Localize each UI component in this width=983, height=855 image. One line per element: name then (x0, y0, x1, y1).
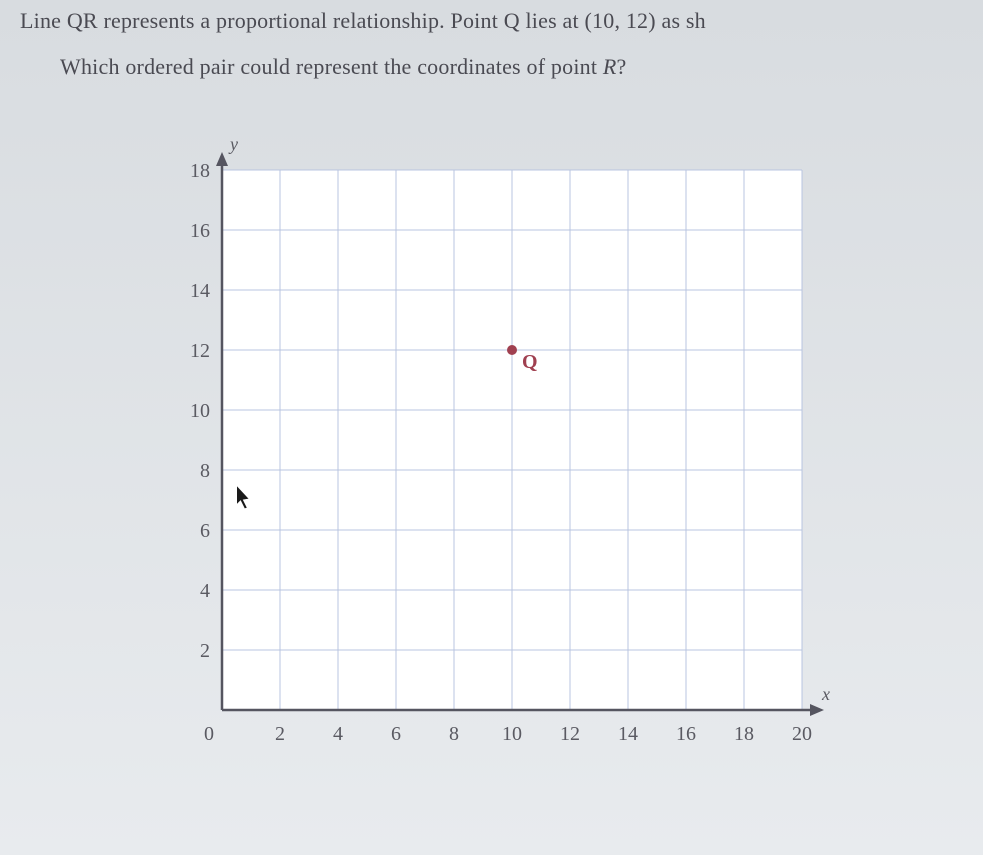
y-tick-label: 2 (200, 640, 210, 662)
question-line-1: Line QR represents a proportional relati… (0, 0, 983, 34)
question2-pre: Which ordered pair could represent the c… (60, 54, 603, 79)
question-line-2: Which ordered pair could represent the c… (0, 34, 983, 100)
y-axis-arrow (216, 152, 228, 166)
y-tick-label: 12 (190, 340, 210, 362)
x-tick-label: 12 (560, 723, 580, 745)
y-tick-label: 16 (190, 220, 210, 242)
x-tick-label: 18 (734, 723, 754, 745)
y-tick-label: 10 (190, 400, 210, 422)
point-q-label: Q (522, 351, 538, 373)
coordinate-chart: y x 0 2 4 6 8 10 12 14 16 18 20 2 4 6 8 10 12 14 16 18 Q (152, 130, 832, 770)
origin-label: 0 (204, 723, 214, 745)
y-tick-label: 8 (200, 460, 210, 482)
x-tick-label: 14 (618, 723, 638, 745)
x-tick-label: 20 (792, 723, 812, 745)
point-q (507, 345, 517, 355)
y-tick-label: 4 (200, 580, 210, 602)
x-tick-label: 8 (449, 723, 459, 745)
question-coords: (10, 12) (585, 8, 656, 33)
x-tick-label: 6 (391, 723, 401, 745)
question-pre: Line QR represents a proportional relati… (20, 8, 585, 33)
x-axis-label: x (821, 684, 830, 704)
x-tick-label: 4 (333, 723, 343, 745)
x-tick-label: 16 (676, 723, 696, 745)
x-tick-label: 2 (275, 723, 285, 745)
chart-container: y x 0 2 4 6 8 10 12 14 16 18 20 2 4 6 8 10 12 14 16 18 Q (0, 100, 983, 770)
question-post: as sh (656, 8, 706, 33)
question2-r: R (603, 54, 617, 79)
y-tick-label: 14 (190, 280, 210, 302)
y-tick-label: 6 (200, 520, 210, 542)
y-tick-label: 18 (190, 160, 210, 182)
y-axis-label: y (228, 134, 238, 154)
question2-post: ? (617, 54, 627, 79)
x-axis-arrow (810, 704, 824, 716)
x-tick-label: 10 (502, 723, 522, 745)
